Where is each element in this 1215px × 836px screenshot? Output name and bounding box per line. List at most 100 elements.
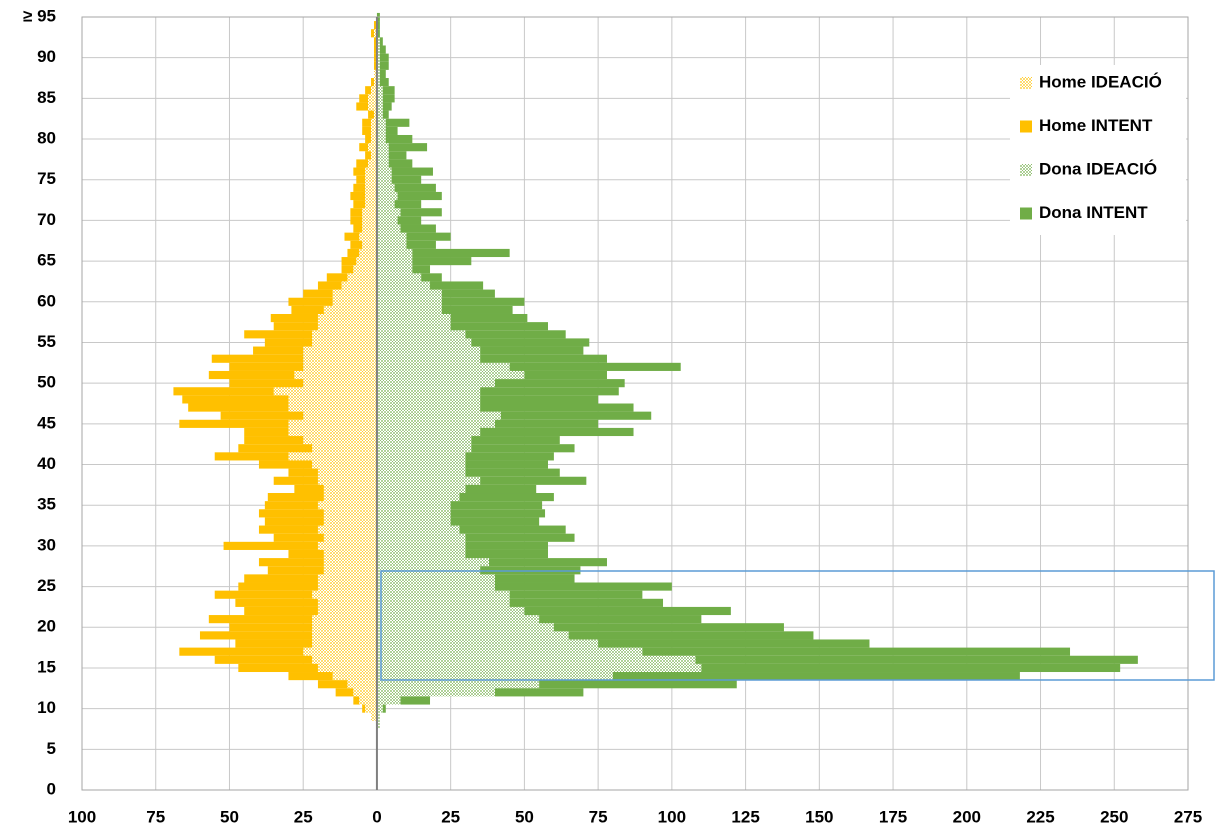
bar [376, 322, 451, 331]
bar [365, 704, 377, 713]
bar [244, 606, 318, 616]
bar [376, 379, 495, 388]
y-tick-label: 15 [37, 657, 56, 676]
bar [376, 533, 466, 542]
bar [244, 330, 313, 339]
bar [303, 289, 333, 298]
x-tick-label: 75 [146, 807, 165, 826]
bar [376, 297, 442, 306]
bar [391, 175, 422, 184]
bar [406, 240, 436, 249]
bar [494, 419, 599, 428]
bar [494, 379, 625, 388]
bar [373, 21, 377, 30]
bar [376, 436, 472, 445]
bar [350, 208, 363, 217]
bar [229, 379, 304, 388]
bar [376, 541, 466, 550]
bar [373, 61, 377, 70]
bar [347, 273, 377, 282]
bar [376, 346, 481, 355]
bar [264, 338, 313, 347]
bar [376, 452, 466, 461]
x-tick-label: 225 [1026, 807, 1054, 826]
bar [373, 53, 377, 62]
bar [253, 346, 304, 355]
bar [376, 175, 392, 184]
bar [376, 248, 413, 258]
bar [376, 78, 380, 87]
bar [376, 704, 383, 713]
bar [362, 216, 377, 225]
y-tick-label: 50 [37, 373, 56, 392]
bar [450, 517, 540, 526]
bar [379, 45, 386, 54]
bar [359, 232, 377, 241]
bar [312, 639, 377, 648]
bar [317, 541, 377, 550]
bar [379, 37, 383, 46]
bar [362, 126, 372, 135]
bar [365, 191, 377, 201]
y-tick-label: 85 [37, 88, 56, 107]
bar [365, 86, 372, 95]
bar [376, 655, 696, 664]
bar [376, 549, 466, 559]
bar [238, 663, 318, 673]
legend-swatch [1020, 164, 1032, 176]
bar [323, 558, 377, 567]
bar [353, 688, 377, 697]
legend-swatch [1020, 207, 1032, 220]
bar [382, 102, 392, 111]
bar [317, 680, 348, 689]
bar [376, 606, 525, 616]
bar [376, 61, 380, 70]
bar [317, 574, 377, 583]
bar [459, 493, 554, 502]
bar [323, 493, 377, 502]
bar [376, 159, 389, 168]
bar [303, 647, 377, 656]
bar [371, 86, 377, 95]
bar [347, 680, 377, 689]
bar [214, 590, 313, 599]
bar [450, 501, 543, 510]
x-tick-label: 100 [68, 807, 96, 826]
bar [353, 696, 360, 705]
bar [267, 493, 324, 502]
bar [288, 419, 377, 428]
bar [365, 151, 372, 160]
bar [465, 549, 548, 559]
bar [238, 444, 313, 453]
bar [373, 37, 377, 46]
y-tick-label: 45 [37, 413, 56, 432]
x-tick-label: 50 [515, 807, 534, 826]
bar [317, 606, 377, 616]
bar [323, 484, 377, 494]
bar [465, 533, 575, 542]
bar [376, 102, 383, 111]
bar [376, 387, 481, 396]
bar [376, 501, 451, 510]
bar [400, 696, 431, 705]
bar [332, 289, 377, 298]
bar [494, 574, 575, 583]
bar [356, 175, 366, 184]
bar [373, 78, 377, 87]
bar [223, 541, 318, 550]
bar [359, 94, 369, 103]
bar [598, 639, 870, 648]
y-tick-label: 90 [37, 47, 56, 66]
bar [341, 257, 357, 266]
bar [312, 444, 377, 453]
bar [376, 720, 380, 729]
bar [376, 354, 481, 363]
bar [376, 208, 401, 217]
bar [376, 183, 395, 192]
bar [509, 590, 643, 599]
bar [376, 305, 442, 314]
bar [303, 379, 377, 388]
bar [362, 704, 366, 713]
bar [376, 370, 525, 380]
bar [273, 533, 324, 542]
